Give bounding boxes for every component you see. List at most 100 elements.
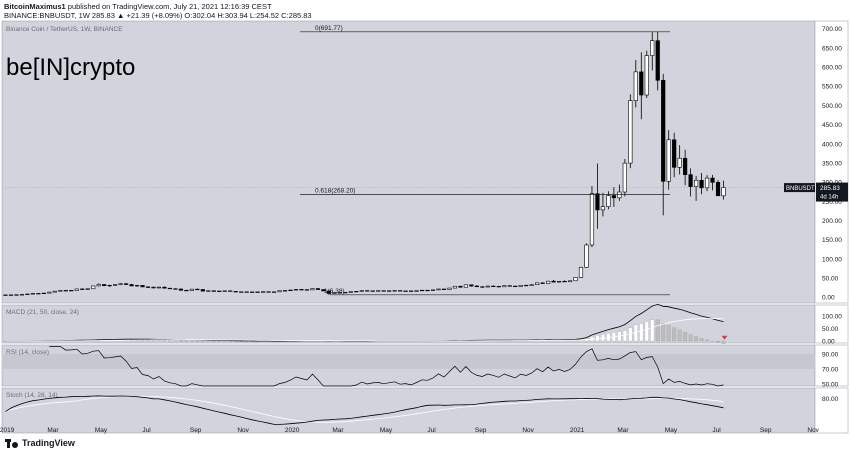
candle-body bbox=[310, 288, 315, 291]
candle-body bbox=[381, 290, 386, 292]
fib-label: 1(6.38) bbox=[324, 288, 345, 295]
candle-body bbox=[195, 288, 200, 291]
stoch-tick-label: 80.00 bbox=[822, 396, 839, 403]
candle-body bbox=[343, 292, 348, 294]
candle-body bbox=[41, 292, 46, 295]
candle-body bbox=[403, 290, 408, 292]
x-tick-label: Sep bbox=[475, 427, 487, 434]
x-tick-label: Sep bbox=[760, 427, 772, 434]
candle-body bbox=[233, 291, 238, 293]
candle-body bbox=[271, 291, 277, 293]
candle-body bbox=[650, 40, 655, 56]
candle-body bbox=[589, 193, 595, 246]
macd-histogram-bar bbox=[666, 324, 671, 342]
candle-body bbox=[458, 285, 463, 288]
candle-body bbox=[535, 282, 540, 285]
candle-body bbox=[699, 179, 704, 189]
candle-body bbox=[584, 244, 589, 268]
panel-macd bbox=[1, 304, 816, 344]
candle-body bbox=[639, 71, 644, 96]
candle-body bbox=[189, 288, 194, 291]
candle-body bbox=[617, 191, 622, 199]
x-tick-label: 2021 bbox=[570, 427, 585, 434]
macd-histogram-bar bbox=[228, 340, 233, 342]
x-tick-label: May bbox=[380, 427, 393, 434]
candle-body bbox=[710, 177, 715, 183]
axis-strip-rsi bbox=[814, 344, 849, 387]
symbol-tag-label: BNBUSDT bbox=[786, 186, 815, 192]
candle-body bbox=[447, 287, 452, 290]
candle-body bbox=[85, 288, 90, 290]
candle-body bbox=[222, 290, 227, 292]
candle-body bbox=[463, 284, 468, 288]
x-tick-label: Nov bbox=[522, 427, 534, 434]
candle-body bbox=[496, 286, 501, 288]
y-tick-label: 150.00 bbox=[822, 237, 842, 244]
candle-body bbox=[518, 284, 523, 287]
candle-body bbox=[63, 290, 68, 292]
tradingview-mark-icon bbox=[5, 438, 18, 448]
candle-body bbox=[398, 290, 403, 292]
candle-body bbox=[134, 285, 140, 287]
y-tick-label: 450.00 bbox=[822, 122, 842, 129]
candle-body bbox=[250, 291, 255, 293]
candle-body bbox=[606, 195, 611, 207]
macd-histogram-bar bbox=[677, 329, 682, 342]
macd-histogram-bar bbox=[151, 340, 156, 342]
macd-tick-label: 100.00 bbox=[822, 314, 842, 321]
tradingview-brand: TradingView bbox=[22, 438, 75, 448]
candle-body bbox=[261, 291, 266, 293]
candle-body bbox=[25, 293, 30, 295]
rsi-band bbox=[2, 353, 815, 369]
y-tick-label: 100.00 bbox=[822, 256, 842, 263]
candle-body bbox=[600, 206, 606, 211]
candle-body bbox=[244, 291, 249, 293]
candle-body bbox=[3, 294, 8, 296]
candle-body bbox=[633, 71, 638, 101]
panel-stoch bbox=[1, 387, 816, 434]
x-tick-label: Nov bbox=[237, 427, 249, 434]
candle-body bbox=[282, 290, 288, 292]
rsi-tick-label: 90.00 bbox=[822, 351, 839, 358]
candle-body bbox=[502, 285, 507, 288]
candle-body bbox=[288, 289, 293, 291]
rsi-tick-label: 50.00 bbox=[822, 381, 839, 388]
candle-body bbox=[556, 280, 562, 283]
candle-body bbox=[228, 290, 233, 292]
x-tick-label: Mar bbox=[617, 427, 629, 434]
candle-body bbox=[91, 285, 96, 290]
candle-body bbox=[315, 288, 321, 290]
macd-histogram-bar bbox=[699, 338, 704, 342]
candle-body bbox=[167, 287, 173, 290]
y-tick-label: 50.00 bbox=[822, 276, 839, 283]
candle-body bbox=[47, 291, 52, 294]
x-tick-label: Sep bbox=[190, 427, 202, 434]
chart-area[interactable]: 0.0050.00100.00150.00200.00250.00300.003… bbox=[0, 20, 850, 434]
candle-body bbox=[337, 292, 342, 294]
published-text: published on TradingView.com, July 21, 2… bbox=[67, 2, 272, 11]
macd-histogram-bar bbox=[650, 319, 655, 342]
candle-body bbox=[348, 291, 353, 293]
macd-tick-label: 50.00 bbox=[822, 326, 839, 333]
macd-histogram-bar bbox=[683, 332, 688, 342]
candle-body bbox=[74, 288, 79, 291]
candle-body bbox=[140, 285, 145, 288]
candle-body bbox=[14, 294, 19, 296]
macd-histogram-bar bbox=[146, 340, 150, 342]
candle-body bbox=[392, 290, 397, 292]
candle-body bbox=[376, 290, 381, 292]
y-tick-label: 200.00 bbox=[822, 218, 842, 225]
candle-body bbox=[408, 290, 414, 292]
macd-histogram-bar bbox=[222, 340, 227, 342]
candle-body bbox=[211, 290, 216, 292]
candle-body bbox=[529, 284, 534, 286]
candle-body bbox=[655, 40, 660, 81]
macd-histogram-bar bbox=[672, 327, 677, 342]
candle-body bbox=[8, 294, 14, 296]
candle-body bbox=[80, 288, 85, 290]
candle-body bbox=[359, 290, 364, 292]
candle-body bbox=[677, 157, 682, 168]
candle-body bbox=[321, 289, 326, 292]
candle-body bbox=[485, 285, 490, 288]
candle-body bbox=[661, 79, 666, 182]
